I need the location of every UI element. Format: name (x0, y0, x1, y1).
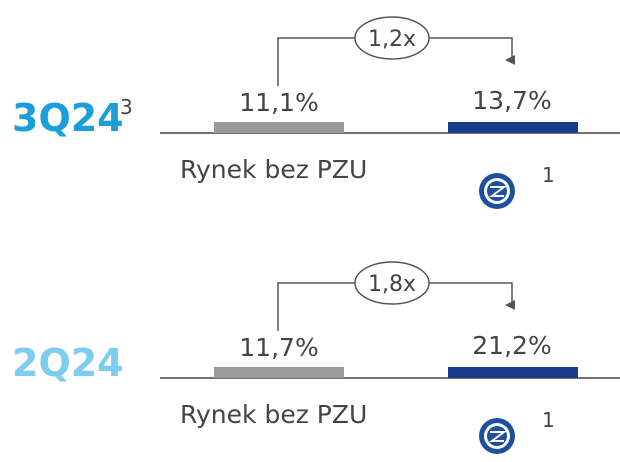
pzu-value: 21,2% (472, 331, 551, 360)
pzu-note: 1 (542, 408, 555, 432)
market-label: Rynek bez PZU (180, 400, 367, 429)
market-bar (214, 367, 344, 378)
logo-mark (489, 431, 507, 442)
market-value: 11,7% (239, 333, 318, 362)
market-value: 11,1% (239, 88, 318, 117)
logo-mark (489, 186, 507, 197)
market-bar (214, 122, 344, 133)
ratio: 1,2x (368, 27, 416, 52)
period-label: 3Q24 (12, 96, 124, 140)
bracket-left (277, 282, 355, 331)
bracket-left (277, 37, 355, 86)
period-note: 3 (120, 95, 133, 119)
pzu-logo (479, 173, 515, 209)
ratio: 1,8x (368, 272, 416, 297)
bracket-right (429, 37, 515, 65)
pzu-bar (448, 122, 578, 133)
pzu-logo (479, 418, 515, 454)
pzu-bar (448, 367, 578, 378)
pzu-note: 1 (542, 163, 555, 187)
ratio-badge (354, 261, 430, 305)
ratio-badge (354, 16, 430, 60)
bracket-right (429, 282, 515, 310)
market-label: Rynek bez PZU (180, 155, 367, 184)
pzu-value: 13,7% (472, 86, 551, 115)
period-label: 2Q24 (12, 341, 124, 385)
